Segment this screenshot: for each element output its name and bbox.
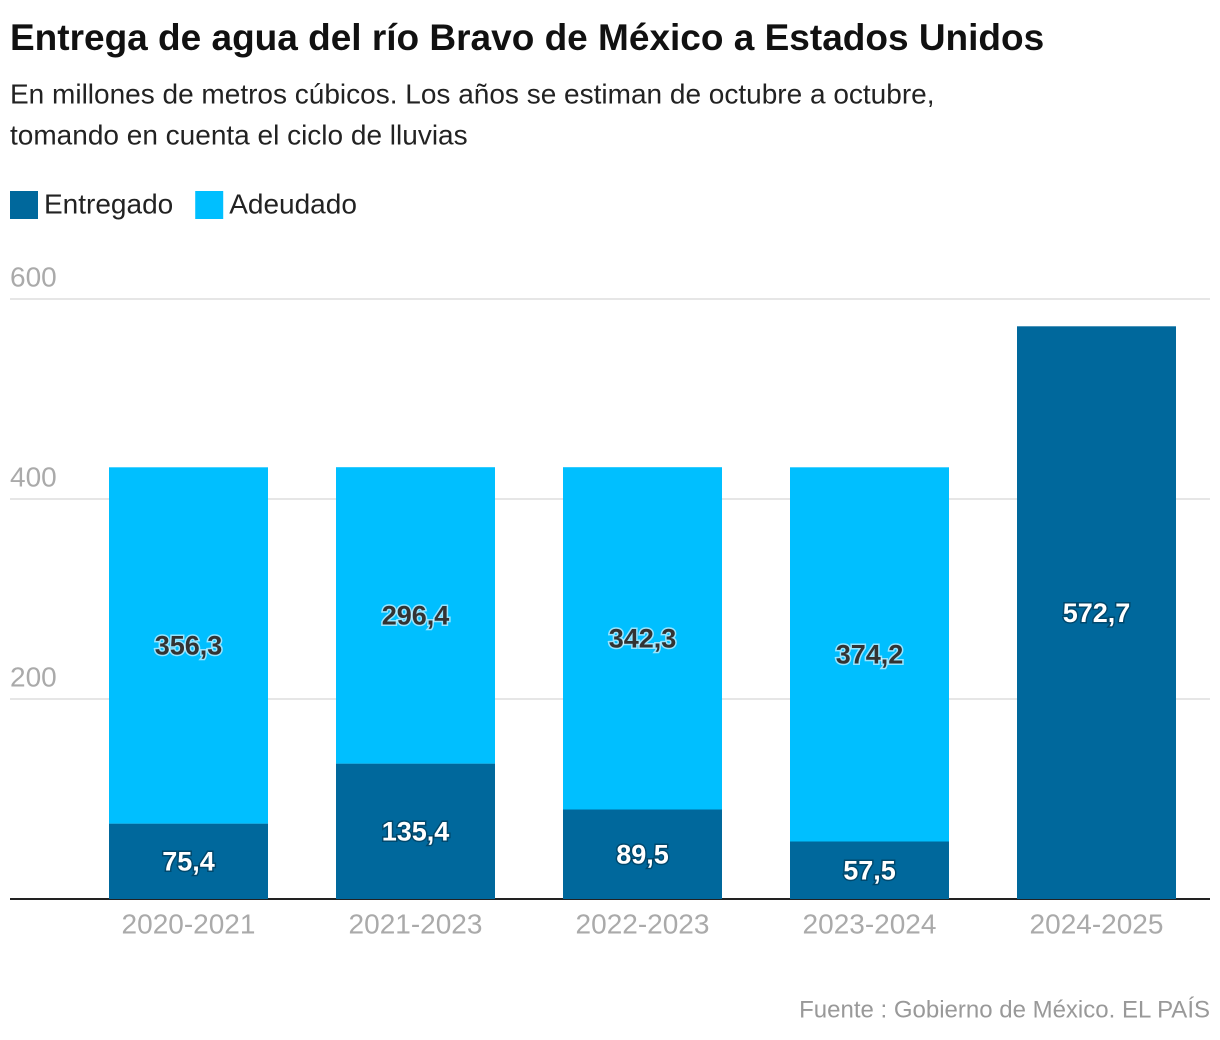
- bar: [336, 467, 495, 764]
- x-tick-label: 2020-2021: [122, 908, 256, 939]
- chart-subtitle: En millones de metros cúbicos. Los años …: [10, 78, 935, 109]
- value-label: 572,7: [1063, 598, 1131, 628]
- legend-swatch: [10, 191, 38, 219]
- x-tick-label: 2024-2025: [1030, 908, 1164, 939]
- value-label: 374,2: [836, 640, 904, 670]
- x-tick-label: 2023-2024: [803, 908, 937, 939]
- bar: [109, 823, 268, 899]
- bar: [790, 467, 949, 842]
- source: Fuente : Gobierno de México. EL PAÍS: [799, 996, 1210, 1023]
- legend-label: Entregado: [44, 188, 173, 219]
- value-label: 296,4: [382, 601, 450, 631]
- y-tick-label: 200: [10, 661, 57, 692]
- value-label: 89,5: [616, 839, 669, 869]
- bar: [563, 809, 722, 899]
- value-label: 135,4: [382, 816, 450, 846]
- chart-title: Entrega de agua del río Bravo de México …: [10, 17, 1044, 58]
- bar: [790, 841, 949, 899]
- chart-subtitle: tomando en cuenta el ciclo de lluvias: [10, 119, 468, 150]
- bar: [1017, 326, 1176, 899]
- x-tick-label: 2022-2023: [576, 908, 710, 939]
- bar: [563, 467, 722, 810]
- value-label: 75,4: [162, 846, 215, 876]
- value-label: 356,3: [155, 631, 223, 661]
- value-label: 342,3: [609, 623, 677, 653]
- legend-swatch: [195, 191, 224, 219]
- value-label: 57,5: [843, 855, 896, 885]
- bar: [336, 763, 495, 899]
- y-tick-label: 600: [10, 261, 57, 292]
- y-tick-label: 400: [10, 461, 57, 492]
- legend-label: Adeudado: [229, 188, 357, 219]
- bar: [109, 467, 268, 824]
- x-tick-label: 2021-2023: [349, 908, 483, 939]
